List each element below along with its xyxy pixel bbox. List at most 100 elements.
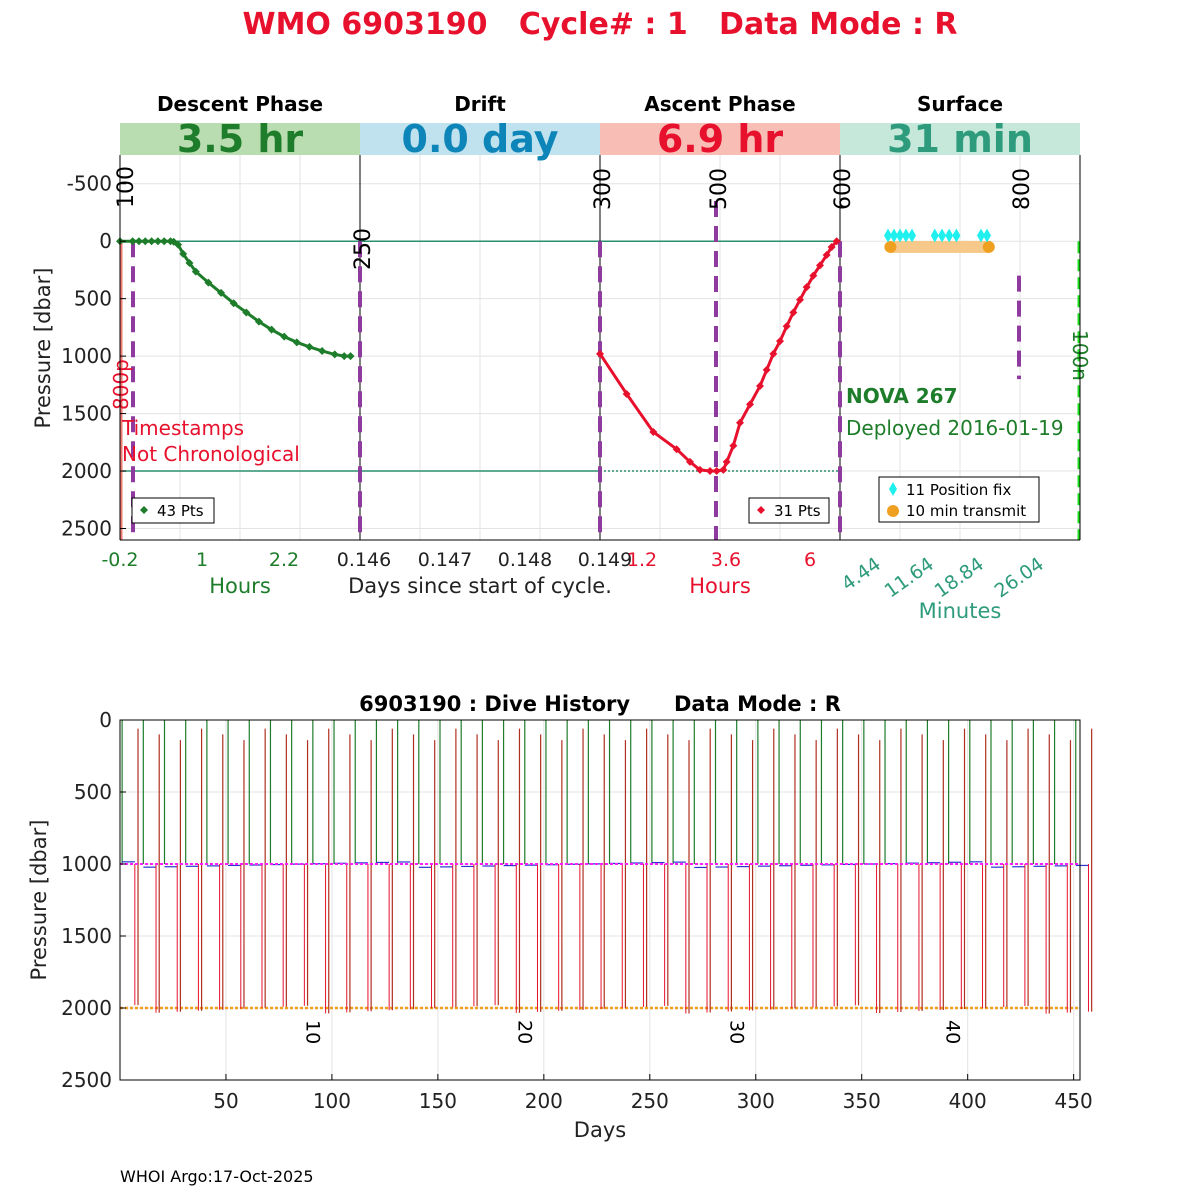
warning-text-line1: Timestamps bbox=[121, 416, 244, 440]
legend-position-fix-marker bbox=[889, 482, 897, 496]
descent-point bbox=[254, 317, 263, 326]
ascent-point bbox=[802, 283, 811, 292]
y-tick-label: 0 bbox=[99, 229, 112, 253]
panel-duration: 6.9 hr bbox=[657, 117, 784, 161]
legend-transmit-label: 10 min transmit bbox=[906, 502, 1026, 520]
x-tick-label: 200 bbox=[525, 1089, 563, 1113]
ascent-point bbox=[696, 465, 704, 474]
ascent-point bbox=[729, 441, 738, 450]
position-fix-point bbox=[908, 228, 916, 243]
ascent-point bbox=[796, 295, 804, 304]
y-tick-label: 1500 bbox=[61, 924, 112, 948]
ascent-point bbox=[789, 308, 798, 317]
surface-x-tick: 18.84 bbox=[931, 553, 988, 602]
deployment-date: Deployed 2016-01-19 bbox=[846, 416, 1064, 440]
descent-point bbox=[174, 240, 183, 249]
x-tick-label: 250 bbox=[631, 1089, 669, 1113]
panel-duration: 3.5 hr bbox=[177, 117, 304, 161]
panel-banner bbox=[600, 123, 840, 155]
position-fix-point bbox=[902, 228, 910, 243]
descent-point bbox=[141, 237, 150, 246]
position-fix-point bbox=[930, 228, 939, 243]
dive-history-axes bbox=[119, 719, 1081, 1081]
ascent-point bbox=[649, 427, 658, 436]
legend-ascent-label: 31 Pts bbox=[774, 502, 821, 520]
ascent-point bbox=[762, 365, 771, 374]
descent-point bbox=[179, 249, 188, 258]
cycle-marker-label: 300 bbox=[591, 168, 616, 210]
descent-point bbox=[340, 352, 349, 361]
surface-x-tick: 26.04 bbox=[991, 553, 1048, 602]
descent-point bbox=[191, 267, 200, 276]
y-tick-label: 2000 bbox=[61, 459, 112, 483]
legend-transmit-marker bbox=[887, 505, 899, 517]
descent-point bbox=[128, 237, 137, 246]
y-tick-label: -500 bbox=[67, 172, 112, 196]
ascent-point bbox=[827, 242, 836, 251]
y-tick-label: 0 bbox=[99, 708, 112, 732]
depth-800-label: 800p bbox=[109, 359, 133, 410]
dive-history-chart: 6903190 : Dive History Data Mode : R 10 20… bbox=[27, 692, 1093, 1142]
y-axis-label: Pressure [dbar] bbox=[31, 268, 55, 429]
descent-point bbox=[229, 299, 238, 308]
descent-point bbox=[153, 237, 162, 246]
descent-point bbox=[305, 342, 314, 351]
legend-descent-label: 43 Pts bbox=[157, 502, 204, 520]
float-name: NOVA 267 bbox=[846, 384, 958, 408]
cycle-marker-label: 250 bbox=[351, 228, 376, 270]
descent-point bbox=[217, 288, 226, 297]
ascent-x-label: Hours bbox=[689, 574, 751, 598]
y-tick-label: 2000 bbox=[61, 996, 112, 1020]
descent-x-label: Hours bbox=[209, 574, 271, 598]
y-tick-label: 1500 bbox=[61, 402, 112, 426]
drift-x-label: Days since start of cycle. bbox=[348, 574, 612, 598]
surface-x-tick: 11.64 bbox=[881, 553, 938, 602]
cycle-marker-label: 500 bbox=[707, 168, 732, 210]
ascent-point bbox=[782, 322, 791, 331]
y-tick-label: 500 bbox=[74, 287, 112, 311]
ascent-point bbox=[686, 457, 694, 466]
x-tick-label: 150 bbox=[419, 1089, 457, 1113]
legend-ascent-marker bbox=[757, 506, 765, 514]
ascent-point bbox=[769, 349, 778, 358]
descent-point bbox=[134, 237, 143, 246]
panel-banner bbox=[840, 123, 1080, 155]
descent-point bbox=[330, 350, 339, 359]
surface-x-tick: 4.44 bbox=[838, 553, 885, 595]
descent-point bbox=[292, 338, 301, 347]
transmit-band bbox=[890, 240, 989, 253]
footer-credit: WHOI Argo:17-Oct-2025 bbox=[120, 1167, 314, 1186]
descent-point bbox=[242, 308, 251, 317]
panel-title: Descent Phase bbox=[157, 92, 323, 116]
warning-text-line2: Not Chronological bbox=[122, 442, 300, 466]
panel-banner bbox=[120, 123, 360, 155]
ascent-point bbox=[746, 400, 754, 409]
ascent-x-tick: 3.6 bbox=[711, 549, 741, 571]
cycle-number-label: 20 bbox=[513, 1020, 535, 1044]
descent-point bbox=[185, 259, 194, 268]
position-fix-point bbox=[938, 228, 946, 243]
ascent-x-tick: 6 bbox=[804, 549, 816, 571]
x-tick-label: 400 bbox=[949, 1089, 987, 1113]
position-fix-point bbox=[884, 228, 892, 243]
drift-x-tick: 0.149 bbox=[578, 549, 632, 571]
ascent-point bbox=[706, 467, 714, 476]
ascent-point bbox=[672, 445, 681, 454]
cycle-number-label: 40 bbox=[941, 1020, 963, 1044]
descent-point bbox=[280, 332, 289, 341]
cycle-marker-label: 600 bbox=[831, 168, 856, 210]
legend-box bbox=[131, 497, 215, 524]
descent-point bbox=[267, 325, 276, 334]
panel-title: Drift bbox=[454, 92, 506, 116]
legend-position-fix-label: 11 Position fix bbox=[906, 481, 1011, 499]
ascent-point bbox=[776, 337, 784, 346]
dive-history-title: 6903190 : Dive History Data Mode : R bbox=[359, 692, 841, 716]
panel-banner bbox=[360, 123, 600, 155]
position-fix-point bbox=[896, 228, 904, 243]
panel-duration: 0.0 day bbox=[402, 117, 559, 161]
x-axis-label: Days bbox=[574, 1118, 626, 1142]
surface-x-label: Minutes bbox=[919, 599, 1002, 623]
ascent-point bbox=[809, 271, 818, 280]
descent-x-tick: -0.2 bbox=[101, 549, 138, 571]
cycle-marker-label: 100 bbox=[114, 166, 139, 208]
